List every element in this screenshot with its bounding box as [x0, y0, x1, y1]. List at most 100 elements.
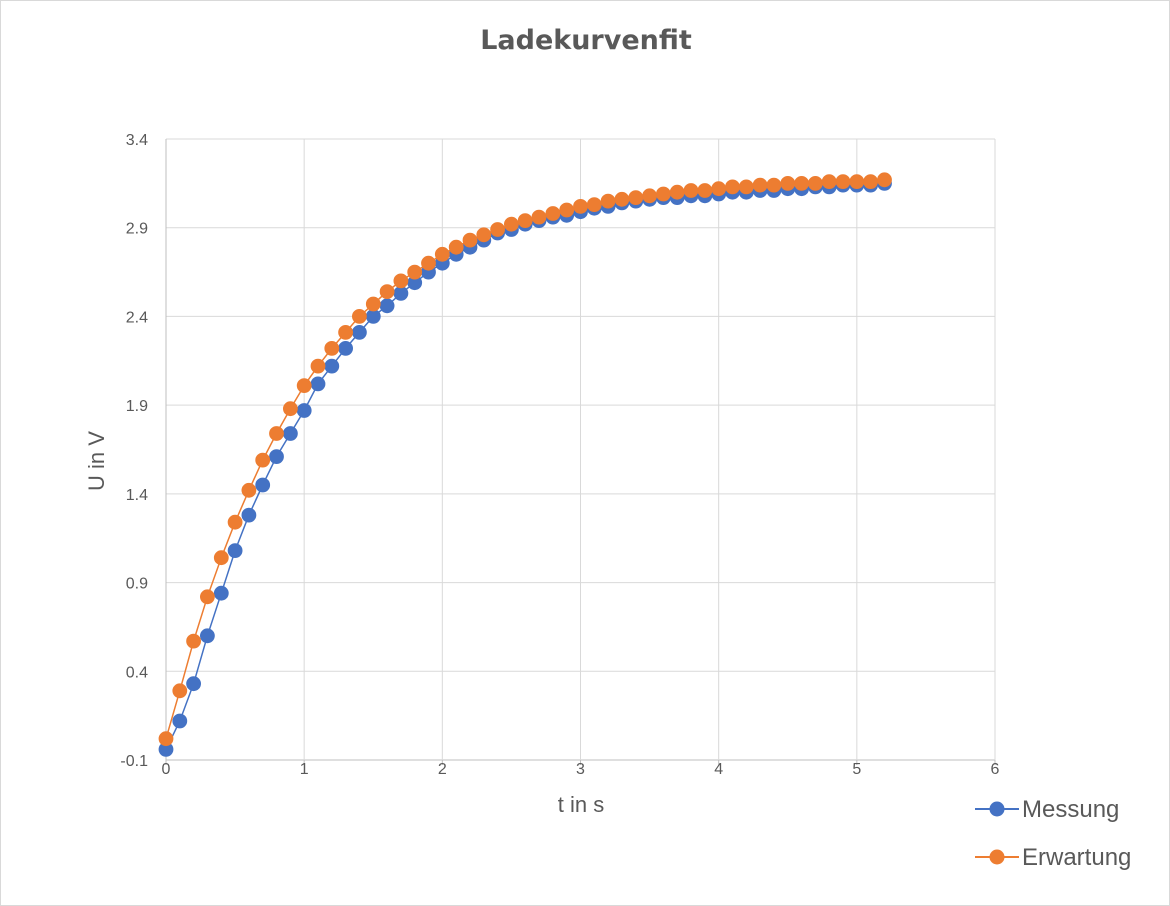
data-point — [628, 190, 644, 206]
series-line — [165, 182, 885, 750]
data-point — [158, 731, 174, 747]
data-point — [338, 324, 354, 340]
data-point — [462, 232, 478, 248]
plot-series — [158, 172, 892, 757]
data-point — [711, 181, 727, 197]
data-point — [269, 426, 284, 441]
data-point — [877, 172, 892, 188]
data-point — [434, 246, 450, 262]
chart-title: Ladekurvenfit — [480, 25, 692, 56]
data-point — [351, 308, 367, 324]
data-point — [282, 401, 298, 417]
data-point — [503, 216, 519, 232]
data-point — [448, 239, 464, 255]
gridlines — [165, 138, 996, 765]
x-tick-label: 4 — [714, 761, 723, 778]
data-point — [338, 340, 354, 356]
data-point — [172, 713, 188, 729]
series-erwartung — [158, 172, 892, 747]
data-point — [863, 174, 878, 190]
legend-marker — [989, 801, 1005, 817]
data-point — [393, 285, 409, 301]
data-point — [227, 543, 243, 558]
data-point — [296, 403, 312, 418]
legend-marker — [989, 849, 1005, 865]
data-point — [849, 174, 865, 190]
data-point — [282, 426, 298, 441]
data-point — [614, 191, 630, 207]
data-point — [379, 298, 395, 314]
data-point — [241, 507, 257, 523]
data-point — [324, 340, 340, 356]
data-point — [766, 177, 782, 193]
data-point — [808, 175, 823, 191]
x-tick-label: 5 — [852, 761, 861, 778]
data-point — [365, 296, 381, 312]
data-point — [255, 452, 271, 468]
data-point — [752, 177, 768, 193]
legend-label: Messung — [1022, 796, 1119, 823]
x-tick-label: 0 — [162, 761, 171, 778]
y-tick-label: 0.4 — [126, 664, 148, 681]
data-point — [573, 198, 588, 214]
data-point — [269, 449, 284, 465]
y-tick-label: 0.9 — [126, 576, 148, 593]
y-tick-label: -0.1 — [120, 753, 148, 770]
data-point — [669, 184, 685, 200]
data-point — [393, 273, 409, 289]
data-point — [559, 202, 575, 218]
data-point — [794, 175, 809, 191]
x-tick-label: 6 — [991, 761, 1000, 778]
legend: Messung Erwartung — [975, 796, 1131, 871]
data-point — [227, 514, 243, 530]
x-tick-label: 2 — [438, 761, 447, 778]
y-tick-label: 2.9 — [126, 221, 148, 238]
data-point — [725, 179, 740, 195]
data-point — [490, 222, 506, 237]
y-tick-label: 1.9 — [126, 398, 148, 415]
x-tick-label: 3 — [576, 761, 585, 778]
series-messung — [158, 175, 892, 757]
data-point — [600, 193, 616, 209]
data-point — [324, 358, 340, 374]
data-point — [476, 227, 492, 243]
data-point — [407, 264, 423, 280]
data-point — [172, 683, 188, 699]
data-point — [683, 183, 699, 198]
data-point — [186, 633, 202, 649]
data-point — [780, 175, 796, 191]
data-point — [821, 174, 837, 190]
data-point — [586, 197, 602, 213]
y-tick-label: 3.4 — [126, 132, 148, 149]
data-point — [697, 183, 713, 198]
tick-labels: -0.1 0.4 0.9 1.4 1.9 2.4 2.9 3.4 0 1 2 3 4 5 6 — [120, 132, 999, 778]
data-point — [241, 482, 257, 498]
data-point — [656, 186, 671, 202]
data-point — [213, 550, 229, 566]
data-point — [310, 376, 326, 392]
y-axis-title: U in V — [84, 431, 109, 491]
data-point — [199, 628, 215, 644]
data-point — [642, 188, 657, 204]
data-point — [517, 213, 533, 229]
y-tick-label: 2.4 — [126, 309, 148, 326]
data-point — [531, 209, 547, 225]
y-tick-label: 1.4 — [126, 487, 148, 504]
data-point — [738, 179, 754, 195]
data-point — [310, 358, 326, 374]
data-point — [255, 477, 271, 493]
data-point — [199, 589, 215, 605]
data-point — [421, 255, 436, 271]
data-point — [379, 284, 395, 300]
data-point — [545, 206, 561, 221]
data-point — [365, 308, 381, 324]
x-axis-title: t in s — [558, 792, 604, 817]
data-point — [296, 378, 312, 394]
legend-label: Erwartung — [1022, 844, 1131, 871]
data-point — [835, 174, 851, 190]
x-tick-label: 1 — [300, 761, 309, 778]
data-point — [213, 585, 229, 601]
data-point — [351, 324, 367, 340]
